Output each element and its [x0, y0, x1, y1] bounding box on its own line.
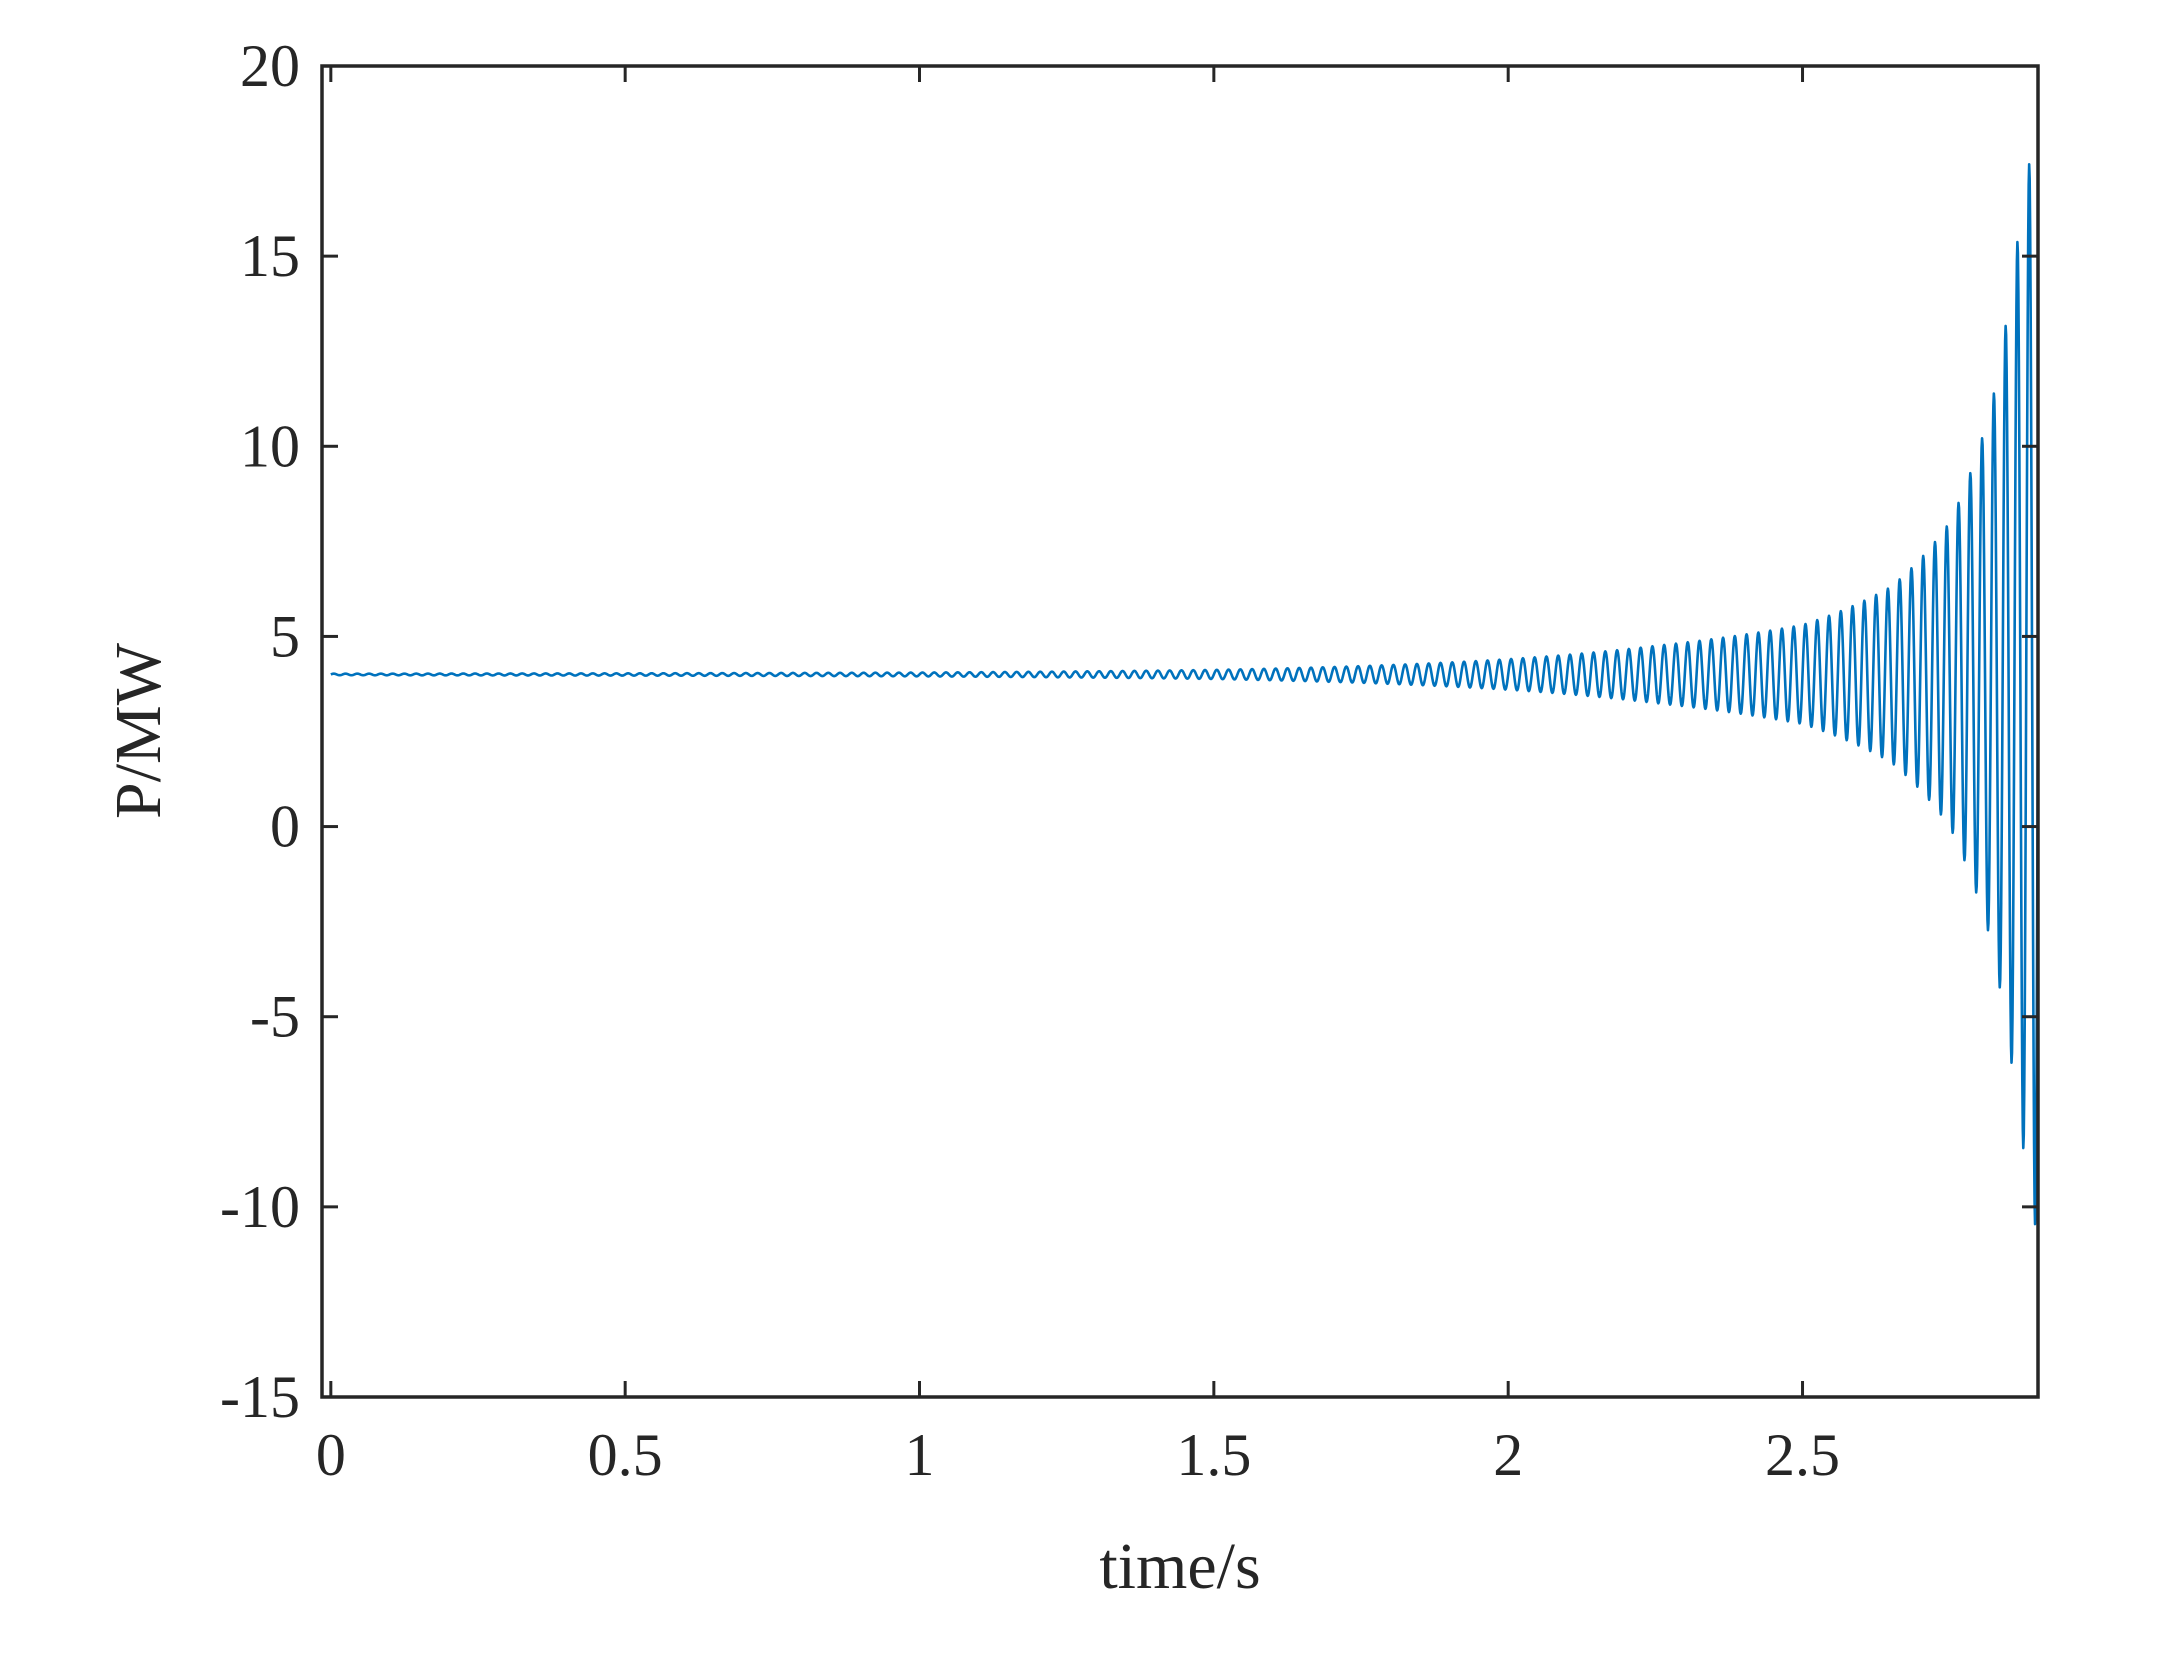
- series-line: [330, 162, 2038, 1226]
- x-tick-label: 2: [1493, 1422, 1523, 1488]
- y-tick-label: 20: [240, 33, 300, 99]
- y-axis-label: P/MW: [102, 642, 175, 819]
- x-tick-label: 1.5: [1176, 1422, 1251, 1488]
- x-tick-label: 2.5: [1765, 1422, 1840, 1488]
- y-tick-label: -5: [250, 984, 300, 1050]
- y-tick-label: -10: [220, 1174, 300, 1240]
- axes-box: [320, 64, 2040, 1399]
- y-tick-label: -15: [220, 1364, 300, 1430]
- x-tick-label: 1: [905, 1422, 935, 1488]
- x-axis: 0 0.5 1 1.5 2 2.5: [316, 66, 1840, 1488]
- x-tick-label: 0.5: [588, 1422, 663, 1488]
- y-tick-label: 5: [270, 603, 300, 669]
- y-axis: -15 -10 -5 0 5 10 15 20: [220, 33, 2038, 1430]
- y-tick-label: 0: [270, 794, 300, 860]
- x-tick-label: 0: [316, 1422, 346, 1488]
- y-tick-label: 10: [240, 413, 300, 479]
- x-axis-label: time/s: [1099, 1530, 1260, 1603]
- y-tick-label: 15: [240, 223, 300, 289]
